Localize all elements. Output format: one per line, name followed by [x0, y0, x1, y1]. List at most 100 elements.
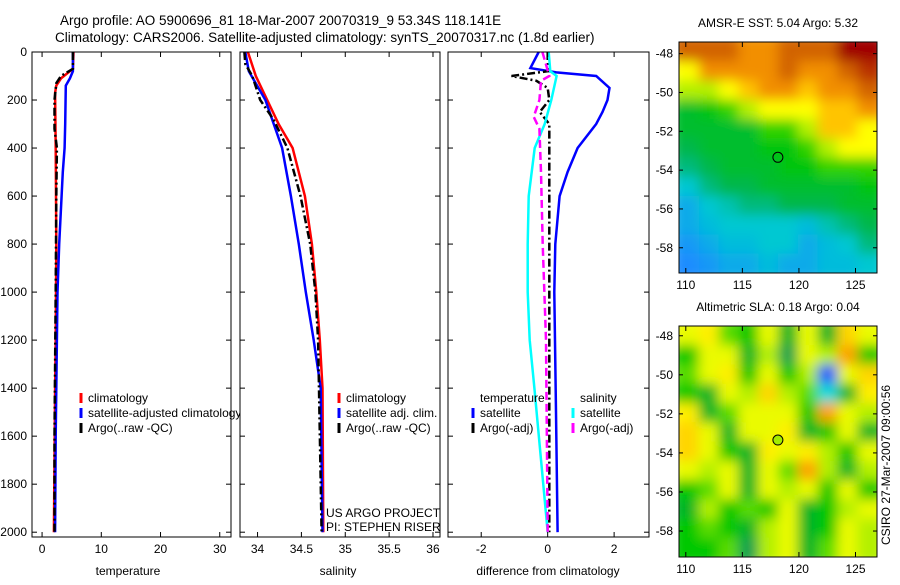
heatmap-cell — [718, 422, 740, 443]
heatmap-cell — [857, 383, 877, 404]
heatmap-cell — [718, 157, 740, 178]
y-tick-label: -54 — [656, 163, 674, 177]
heatmap-cell — [857, 176, 877, 197]
heatmap-cell — [817, 537, 839, 557]
heatmap-cell — [817, 460, 839, 481]
heatmap-cell — [817, 383, 839, 404]
heatmap-cell — [698, 42, 720, 63]
series-line-climatology — [246, 51, 325, 533]
y-tick-label: -50 — [656, 85, 674, 99]
heatmap-cell — [698, 80, 720, 101]
heatmap-cell — [837, 80, 859, 101]
heatmap-cell — [857, 441, 877, 462]
heatmap-cell — [797, 480, 819, 501]
heatmap-cell — [698, 326, 720, 347]
axes-frame — [678, 325, 878, 558]
heatmap-cell — [679, 61, 700, 82]
sla_map-axes: Altimetric SLA: 0.18 Argo: 0.04 -48 -50 -52… — [656, 300, 878, 576]
heatmap-cell — [857, 499, 877, 520]
heatmap-cell — [698, 537, 720, 557]
heatmap-cell — [738, 383, 760, 404]
heatmap-cell — [797, 345, 819, 366]
x-tick-label: 125 — [845, 278, 865, 292]
x-tick-label: 34.5 — [290, 542, 314, 556]
heatmap-cell — [758, 518, 779, 539]
heatmap-cell — [758, 383, 779, 404]
y-tick-label: -52 — [656, 407, 674, 421]
heatmap-cell — [837, 119, 859, 140]
heatmap-cell — [837, 215, 859, 236]
map-title: AMSR-E SST: 5.04 Argo: 5.32 — [698, 16, 858, 30]
heatmap-cell — [738, 253, 760, 273]
heatmap-cell — [679, 326, 700, 347]
heatmap-cell — [698, 460, 720, 481]
heatmap-cell — [778, 138, 799, 159]
heatmap-cell — [857, 422, 877, 443]
heatmap-cell — [817, 157, 839, 178]
heatmap-cell — [817, 403, 839, 424]
figure-title-line1: Argo profile: AO 5900696_81 18-Mar-2007 … — [60, 13, 501, 28]
credit-stamp: CSIRO 27-Mar-2007 09:00:56 — [879, 385, 893, 545]
heatmap-cell — [778, 499, 799, 520]
heatmap-cell — [837, 383, 859, 404]
heatmap-cell — [679, 441, 700, 462]
x-tick-label: 120 — [789, 562, 809, 576]
heatmap-cell — [778, 441, 799, 462]
heatmap-cell — [698, 441, 720, 462]
heatmap-cell — [679, 480, 700, 501]
heatmap-cell — [718, 364, 740, 385]
heatmap-cell — [679, 383, 700, 404]
heatmap-cell — [718, 42, 740, 63]
heatmap-cell — [718, 383, 740, 404]
y-tick-label: -56 — [656, 202, 674, 216]
heatmap-cell — [778, 480, 799, 501]
heatmap-cell — [857, 480, 877, 501]
heatmap-cell — [778, 80, 799, 101]
heatmap-cell — [837, 441, 859, 462]
heatmap-cell — [778, 383, 799, 404]
heatmap-cell — [758, 345, 779, 366]
heatmap-cell — [758, 326, 779, 347]
heatmap-cell — [698, 253, 720, 273]
heatmap-cell — [857, 460, 877, 481]
temperature-axes: 0200400600800100012001400160018002000tem… — [0, 45, 241, 578]
axes-frame — [447, 51, 650, 538]
y-tick-label: -50 — [656, 368, 674, 382]
heatmap-cell — [817, 138, 839, 159]
heatmap-cell — [698, 176, 720, 197]
legend-entry: satellite-adjusted climatology — [88, 406, 241, 420]
axes-frame — [31, 51, 232, 538]
heatmap-cell — [837, 99, 859, 120]
x-tick-label: -2 — [476, 542, 487, 556]
heatmap-cell — [778, 42, 799, 63]
heatmap-cell — [778, 253, 799, 273]
heatmap-cell — [718, 253, 740, 273]
heatmap-cell — [837, 42, 859, 63]
heatmap-cell — [738, 364, 760, 385]
y-tick-label: 600 — [7, 189, 27, 203]
heatmap-cell — [738, 403, 760, 424]
series-line-argo-raw-qc- — [243, 51, 323, 533]
heatmap-cell — [679, 460, 700, 481]
heatmap-cell — [698, 157, 720, 178]
heatmap-cell — [679, 42, 700, 63]
heatmap-cell — [857, 326, 877, 347]
heatmap-cells — [679, 42, 877, 273]
heatmap-cell — [797, 364, 819, 385]
heatmap-cell — [817, 196, 839, 217]
y-tick-label: -48 — [656, 329, 674, 343]
heatmap-cell — [837, 518, 859, 539]
heatmap-cell — [797, 80, 819, 101]
figure-title-line2: Climatology: CARS2006. Satellite-adjuste… — [55, 30, 595, 45]
heatmap-cell — [797, 383, 819, 404]
heatmap-cell — [797, 157, 819, 178]
x-tick-label: 0 — [39, 542, 46, 556]
heatmap-cell — [698, 138, 720, 159]
axes-frame — [678, 41, 878, 274]
heatmap-cell — [797, 460, 819, 481]
y-tick-label: 0 — [20, 45, 27, 59]
plot-background — [32, 52, 231, 537]
heatmap-cell — [797, 403, 819, 424]
x-tick-label: 20 — [154, 542, 168, 556]
heatmap-cell — [679, 499, 700, 520]
